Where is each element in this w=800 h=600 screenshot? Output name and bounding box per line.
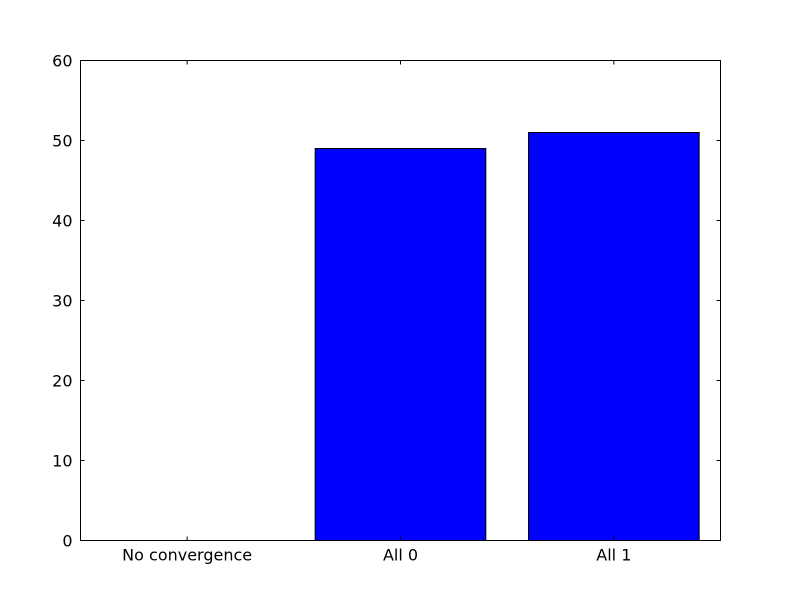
x-tick-labels: No convergence All 0 All 1 — [122, 546, 631, 565]
y-tick-label-1: 10 — [52, 452, 72, 471]
x-tick-label-2: All 1 — [596, 546, 631, 565]
bar-2 — [528, 132, 700, 541]
y-tick-label-5: 50 — [52, 132, 72, 151]
y-tick-label-4: 40 — [52, 212, 72, 231]
plot-frame — [80, 60, 721, 541]
y-tick-labels: 0 10 20 30 40 50 60 — [52, 52, 72, 551]
ticks-group — [80, 60, 721, 541]
bar-1 — [314, 148, 487, 541]
bars-group — [314, 132, 700, 541]
x-tick-label-0: No convergence — [122, 546, 252, 565]
y-tick-label-3: 30 — [52, 292, 72, 311]
x-tick-label-1: All 0 — [383, 546, 418, 565]
y-tick-label-0: 0 — [62, 532, 72, 551]
y-tick-label-2: 20 — [52, 372, 72, 391]
y-tick-label-6: 60 — [52, 52, 72, 71]
